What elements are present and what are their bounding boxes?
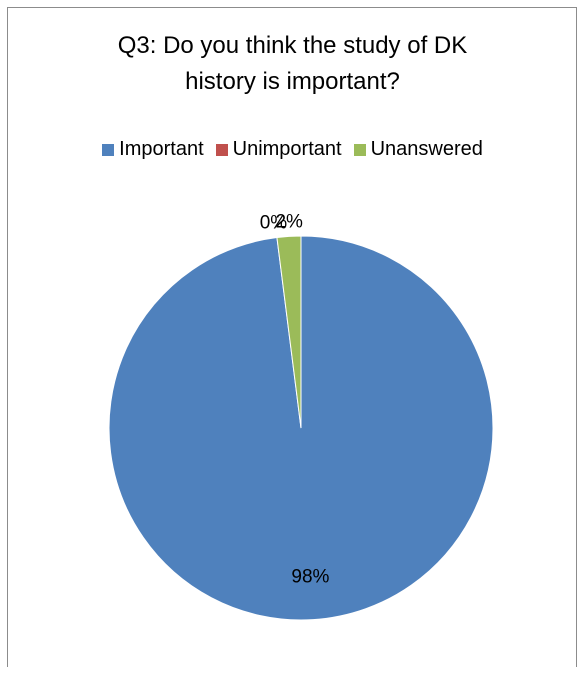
legend-item-important: Important (102, 138, 204, 161)
data-label-important: 98% (291, 566, 329, 587)
legend-item-unimportant: Unimportant (215, 138, 342, 161)
legend-swatch-unanswered (353, 143, 366, 156)
legend-swatch-unimportant (215, 143, 228, 156)
legend-label-unimportant: Unimportant (232, 138, 342, 160)
pie-slice-unanswered (276, 235, 302, 429)
legend-swatch-important (102, 143, 115, 156)
chart-title-line-2: history is important? (185, 68, 400, 95)
chart-legend: Important Unimportant Unanswered (0, 138, 585, 161)
data-label-unimportant: 0% (260, 213, 288, 234)
legend-item-unanswered: Unanswered (353, 138, 483, 161)
data-label-unanswered: 2% (275, 211, 303, 232)
legend-label-unanswered: Unanswered (370, 138, 483, 160)
chart-frame (7, 7, 577, 667)
chart-title-line-1: Q3: Do you think the study of DK (117, 32, 468, 59)
chart-title: Q3: Do you think the study of DK history… (0, 28, 585, 100)
legend-label-important: Important (119, 138, 204, 160)
